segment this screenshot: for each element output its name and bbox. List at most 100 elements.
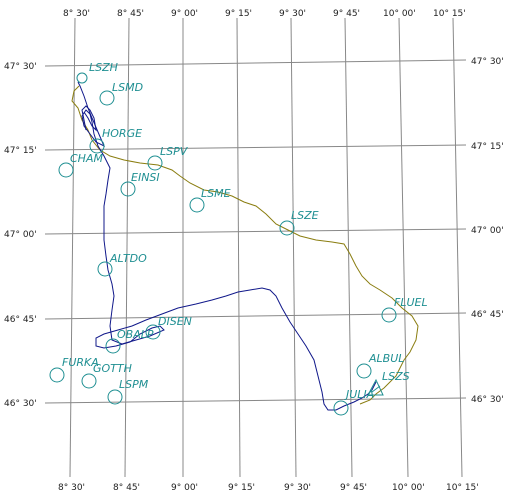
parallel-line — [44, 312, 467, 320]
waypoint-label: ALTDO — [109, 252, 147, 265]
lon-label: 8° 30' — [63, 9, 90, 19]
lat-label: 47° 00' — [471, 226, 504, 236]
waypoint-label: EINSI — [131, 171, 160, 184]
meridian-line — [236, 17, 241, 478]
longitude-labels-bottom: 8° 30' 8° 45' 9° 00' 9° 15' 9° 30' 9° 45… — [58, 483, 479, 493]
lat-label: 46° 45' — [471, 310, 504, 320]
waypoint-gotth[interactable]: GOTTH — [81, 362, 132, 389]
waypoint-circle-icon — [97, 261, 113, 277]
waypoint-label: LSMD — [112, 81, 143, 94]
waypoint-label: LSME — [201, 187, 231, 200]
meridian-line — [452, 17, 463, 478]
waypoint-disen[interactable]: DISEN — [145, 315, 192, 340]
lon-label: 10° 00' — [392, 483, 425, 493]
waypoint-circle-icon — [145, 324, 161, 340]
parallel-line — [44, 228, 467, 235]
track-loop — [81, 105, 97, 132]
waypoint-albul[interactable]: ALBUL — [356, 352, 404, 379]
waypoint-furka[interactable]: FURKA — [49, 356, 99, 383]
waypoint-fluel[interactable]: FLUEL — [381, 296, 428, 323]
waypoints: LSZH LSMD HORGE CHAM LSPV EINSI LSME LS — [49, 61, 428, 416]
waypoint-julia[interactable]: JULIA — [333, 388, 374, 416]
runway-triangle-icon — [367, 378, 384, 396]
lon-label: 9° 45' — [340, 483, 367, 493]
waypoint-circle-icon — [189, 197, 205, 213]
waypoint-label: DISEN — [158, 315, 192, 328]
longitude-labels-top: 8° 30' 8° 45' 9° 00' 9° 15' 9° 30' 9° 45… — [63, 9, 466, 19]
lon-label: 9° 15' — [225, 9, 252, 19]
waypoint-circle-icon — [49, 367, 65, 383]
waypoint-cham[interactable]: CHAM — [58, 152, 103, 178]
lon-label: 8° 45' — [117, 9, 144, 19]
lon-label: 10° 15' — [433, 9, 466, 19]
waypoint-circle-icon — [120, 181, 136, 197]
track-outbound — [71, 85, 419, 405]
waypoint-label: HORGE — [102, 127, 142, 140]
lon-label: 8° 45' — [113, 483, 140, 493]
lon-label: 10° 00' — [383, 9, 416, 19]
lat-label: 47° 00' — [4, 230, 37, 240]
lat-label: 46° 45' — [4, 315, 37, 325]
lon-label: 9° 00' — [171, 483, 198, 493]
waypoint-circle-icon — [333, 400, 349, 416]
lat-label: 47° 15' — [471, 142, 504, 152]
meridian-line — [344, 17, 353, 478]
waypoint-label: ALBUL — [368, 352, 404, 365]
waypoint-lsme[interactable]: LSME — [189, 187, 231, 213]
waypoint-circle-icon — [107, 389, 123, 405]
waypoint-lspm[interactable]: LSPM — [107, 378, 149, 405]
lon-label: 9° 00' — [171, 9, 198, 19]
waypoint-circle-icon — [99, 90, 115, 106]
waypoint-horge[interactable]: HORGE — [89, 127, 142, 154]
latitude-labels-right: 47° 30' 47° 15' 47° 00' 46° 45' 46° 30' — [471, 57, 504, 405]
lat-label: 46° 30' — [471, 395, 504, 405]
waypoint-lszh[interactable]: LSZH — [76, 61, 118, 84]
lat-label: 46° 30' — [4, 399, 37, 409]
waypoint-label: JULIA — [344, 388, 374, 401]
waypoint-obalp[interactable]: OBALP — [105, 328, 154, 354]
lon-label: 8° 30' — [58, 483, 85, 493]
waypoint-lsze[interactable]: LSZE — [279, 209, 319, 236]
waypoint-label: LSZS — [382, 370, 410, 383]
meridian-line — [69, 17, 76, 478]
waypoint-circle-icon — [81, 373, 97, 389]
waypoint-label: CHAM — [70, 152, 103, 165]
waypoint-circle-icon — [58, 162, 74, 178]
parallel-line — [44, 144, 467, 151]
waypoint-label: LSZE — [291, 209, 319, 222]
parallel-line — [44, 397, 467, 404]
airport-icon — [76, 72, 88, 84]
waypoint-circle-icon — [147, 155, 163, 171]
meridian-line — [290, 17, 297, 478]
waypoint-circle-icon — [381, 307, 397, 323]
lon-label: 9° 30' — [284, 483, 311, 493]
waypoint-circle-icon — [105, 338, 121, 354]
waypoint-label: FLUEL — [394, 296, 428, 309]
lon-label: 10° 15' — [446, 483, 479, 493]
waypoint-label: LSPV — [160, 145, 189, 158]
waypoint-lspv[interactable]: LSPV — [147, 145, 189, 171]
lat-label: 47° 15' — [4, 146, 37, 156]
lat-label: 47° 30' — [4, 62, 37, 72]
waypoint-label: OBALP — [117, 328, 154, 341]
lon-label: 9° 30' — [279, 9, 306, 19]
meridian-line — [398, 17, 409, 478]
waypoint-circle-icon — [279, 220, 295, 236]
waypoint-label: LSZH — [89, 61, 118, 74]
lat-label: 47° 30' — [471, 57, 504, 67]
lon-label: 9° 45' — [333, 9, 360, 19]
waypoint-einsi[interactable]: EINSI — [120, 171, 160, 197]
waypoint-label: GOTTH — [93, 362, 132, 375]
parallel-line — [44, 59, 467, 67]
waypoint-lszs[interactable]: LSZS — [367, 370, 410, 396]
graticule — [44, 17, 467, 478]
waypoint-circle-icon — [356, 363, 372, 379]
meridian-line — [124, 17, 130, 478]
waypoint-label: FURKA — [62, 356, 99, 369]
lon-label: 9° 15' — [228, 483, 255, 493]
waypoint-altdo[interactable]: ALTDO — [97, 252, 147, 277]
latitude-labels-left: 47° 30' 47° 15' 47° 00' 46° 45' 46° 30' — [4, 62, 37, 409]
waypoint-label: LSPM — [119, 378, 149, 391]
waypoint-lsmd[interactable]: LSMD — [99, 81, 143, 106]
